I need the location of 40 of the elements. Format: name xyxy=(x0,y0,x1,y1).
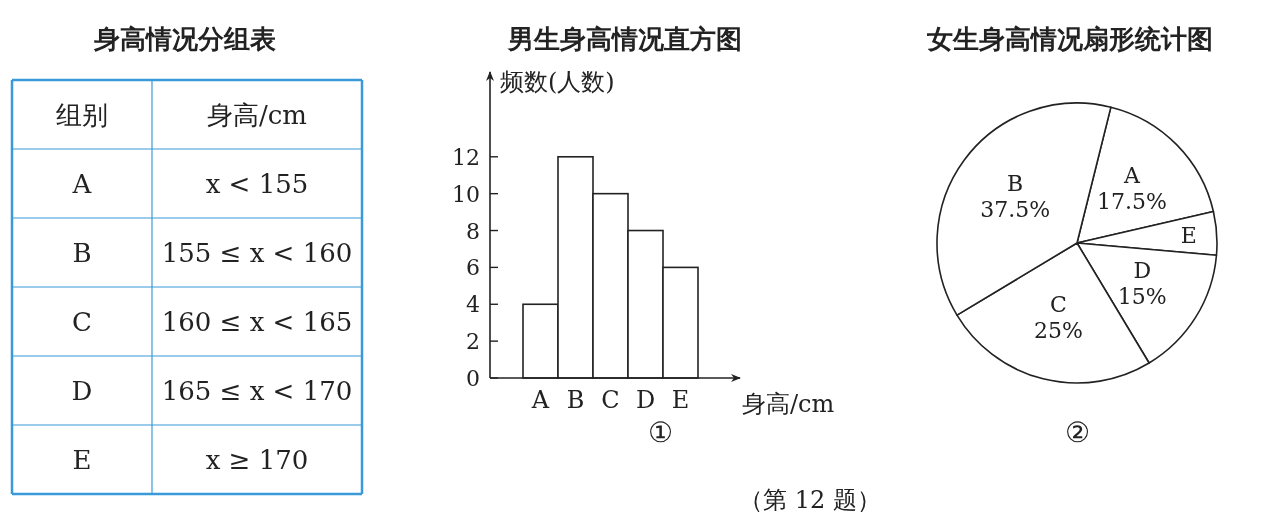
y-tick-label: 0 xyxy=(466,366,480,391)
data-label: 25% xyxy=(1033,317,1083,343)
y-tick-label: 4 xyxy=(466,292,480,318)
y-tick-label: 6 xyxy=(466,255,480,281)
x-tick-label: D xyxy=(635,386,656,414)
x-axis-title: 身高/cm xyxy=(742,390,835,418)
text: （第 12 题） xyxy=(739,486,881,514)
text: B xyxy=(72,237,92,268)
x-tick-label: B xyxy=(566,386,585,414)
chart-title: 男生身高情况直方图 xyxy=(507,24,742,54)
chart-title: 女生身高情况扇形统计图 xyxy=(926,24,1213,54)
text: 155 ≤ x < 160 xyxy=(161,237,353,268)
y-tick-label: 2 xyxy=(466,329,480,355)
data-label: 37.5% xyxy=(980,197,1051,223)
text: 身高/cm xyxy=(207,99,307,130)
text: 组别 xyxy=(56,99,108,130)
y-axis-title: 频数(人数) xyxy=(500,68,615,96)
text: ② xyxy=(1064,416,1090,449)
y-tick-label: 8 xyxy=(466,218,480,244)
y-tick-label: 12 xyxy=(452,144,480,170)
text: E xyxy=(72,444,92,475)
x-tick-label: C xyxy=(601,386,620,414)
text: C xyxy=(72,306,92,337)
text: x < 155 xyxy=(205,168,309,199)
text: 165 ≤ x < 170 xyxy=(161,375,353,406)
text: ① xyxy=(647,416,673,449)
text: 身高情况分组表 xyxy=(93,24,276,54)
slice-label: C xyxy=(1049,291,1067,317)
slice-label: D xyxy=(1133,257,1152,283)
x-tick-label: A xyxy=(530,386,550,414)
text: x ≥ 170 xyxy=(205,444,309,475)
slice-label: E xyxy=(1180,223,1197,249)
text: A xyxy=(71,168,93,199)
text: 160 ≤ x < 165 xyxy=(161,306,353,337)
x-tick-label: E xyxy=(671,386,690,414)
data-label: 17.5% xyxy=(1096,189,1167,215)
slice-label: A xyxy=(1122,163,1141,189)
data-label: 15% xyxy=(1117,283,1167,309)
y-tick-label: 10 xyxy=(452,181,480,207)
slice-label: B xyxy=(1007,171,1024,197)
